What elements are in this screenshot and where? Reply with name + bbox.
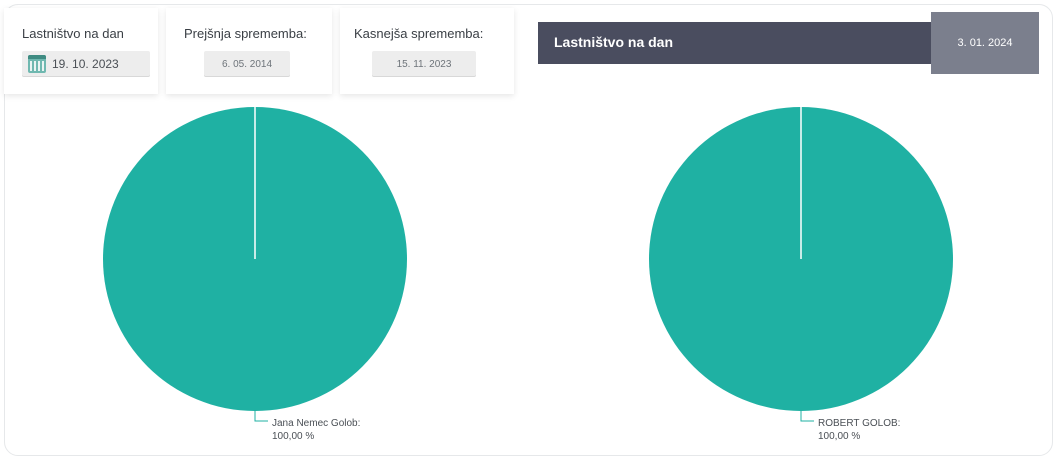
- right-ownership-title: Lastništvo na dan: [554, 34, 674, 50]
- ownership-panel: [4, 4, 1053, 456]
- right-ownership-header: Lastništvo na dan: [538, 22, 936, 64]
- pie-chart-right: ROBERT GOLOB: 100,00 %: [649, 107, 953, 442]
- calendar-icon[interactable]: [28, 55, 46, 73]
- ownership-date-picker[interactable]: 19. 10. 2023: [22, 51, 150, 77]
- label-leader-line: [254, 411, 268, 422]
- later-change-control: Kasnejša sprememba: 15. 11. 2023: [340, 8, 514, 94]
- previous-change-control: Prejšnja sprememba: 6. 05. 2014: [166, 8, 332, 94]
- slice-label-percent: 100,00 %: [272, 431, 314, 442]
- ownership-date-label: Lastništvo na dan: [22, 26, 124, 41]
- label-leader-line: [800, 411, 814, 422]
- slice-label-name: ROBERT GOLOB:: [818, 418, 900, 429]
- pie-chart-left: Jana Nemec Golob: 100,00 %: [103, 107, 407, 442]
- later-change-button[interactable]: 15. 11. 2023: [372, 51, 476, 77]
- ownership-date-control: Lastništvo na dan 19. 10. 2023: [4, 8, 158, 94]
- previous-change-label: Prejšnja sprememba:: [184, 26, 307, 41]
- right-ownership-date[interactable]: 3. 01. 2024: [931, 12, 1039, 74]
- ownership-date-value: 19. 10. 2023: [52, 57, 119, 71]
- later-change-label: Kasnejša sprememba:: [354, 26, 484, 41]
- slice-label-name: Jana Nemec Golob:: [272, 418, 360, 429]
- slice-label-percent: 100,00 %: [818, 431, 860, 442]
- previous-change-button[interactable]: 6. 05. 2014: [204, 51, 290, 77]
